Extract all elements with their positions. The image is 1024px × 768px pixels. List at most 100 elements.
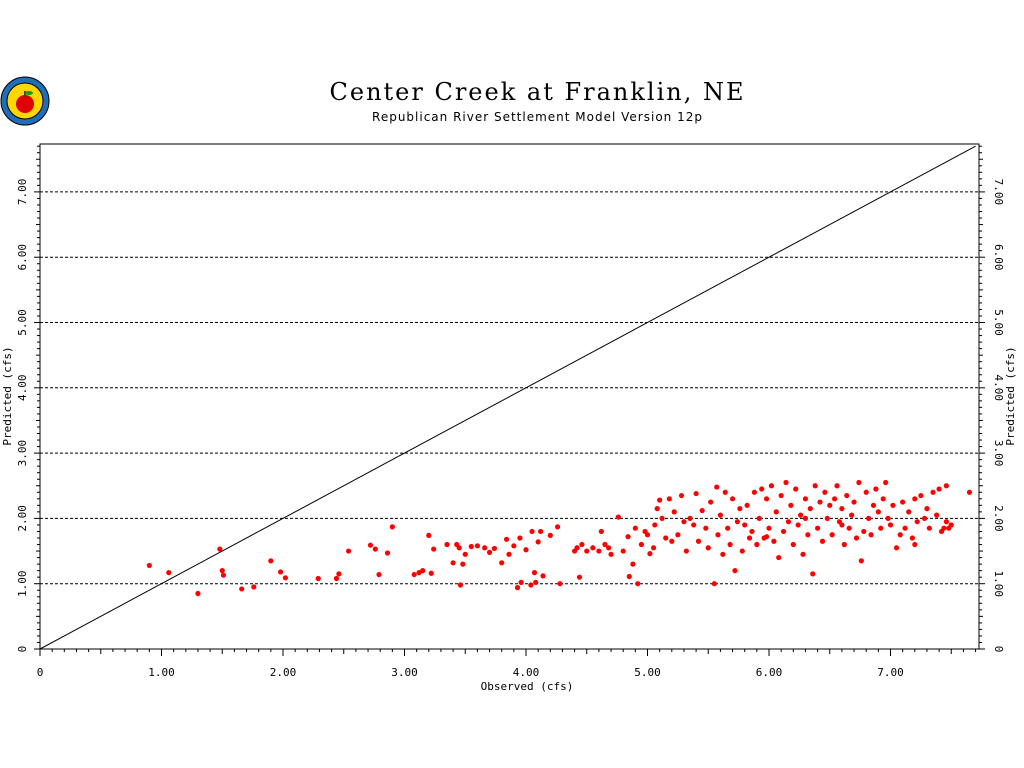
- data-point: [669, 538, 675, 544]
- data-point: [166, 569, 172, 576]
- data-point: [802, 496, 809, 502]
- data-point: [540, 573, 546, 579]
- data-point: [376, 571, 382, 578]
- data-point: [251, 584, 257, 590]
- data-point: [533, 579, 539, 585]
- data-point: [861, 528, 867, 535]
- data-point: [900, 499, 906, 505]
- data-point: [346, 548, 352, 554]
- data-point: [518, 579, 524, 585]
- data-point: [844, 492, 850, 499]
- data-point: [638, 541, 645, 548]
- data-point: [635, 581, 641, 587]
- data-point: [714, 484, 720, 490]
- data-point: [948, 522, 954, 528]
- data-point: [650, 545, 657, 551]
- data-point: [663, 535, 669, 541]
- data-point: [868, 532, 874, 538]
- data-point: [739, 548, 745, 554]
- data-point: [805, 532, 811, 538]
- data-point: [846, 525, 852, 531]
- data-point: [771, 538, 777, 544]
- data-point: [537, 528, 544, 535]
- x-tick-label: 7.00: [877, 666, 904, 679]
- data-point: [943, 519, 949, 525]
- data-point: [778, 492, 784, 499]
- data-point: [678, 492, 685, 499]
- data-point: [499, 560, 505, 566]
- y-tick-label-right: 3.00: [992, 440, 1005, 467]
- y-tick-label-left: 5.00: [16, 309, 29, 336]
- data-point: [856, 479, 862, 486]
- data-point: [866, 515, 872, 522]
- data-point: [681, 519, 687, 525]
- data-point: [880, 496, 886, 502]
- x-tick-label: 6.00: [756, 666, 783, 679]
- data-point: [705, 545, 711, 551]
- data-point: [858, 558, 864, 564]
- data-point: [849, 512, 855, 518]
- y-tick-label-right: 0: [992, 646, 1005, 653]
- data-point: [943, 483, 949, 489]
- data-point: [514, 585, 521, 591]
- data-point: [780, 528, 787, 535]
- x-axis-label: Observed (cfs): [481, 680, 574, 693]
- data-point: [654, 506, 660, 512]
- data-point: [384, 550, 391, 556]
- data-point: [529, 528, 535, 535]
- data-point: [783, 479, 789, 486]
- data-point: [824, 515, 830, 522]
- data-point: [885, 515, 891, 522]
- data-point: [936, 486, 942, 492]
- data-point: [817, 499, 823, 505]
- data-point: [557, 581, 563, 587]
- data-point: [547, 532, 553, 538]
- data-point: [827, 502, 833, 508]
- data-point: [839, 522, 845, 528]
- data-point: [924, 506, 930, 512]
- tick-labels: 0 1.00 2.00 3.00 4.00 5.00 6.00 7.00 0 0 1.00 1.00 2…: [16, 179, 1005, 679]
- data-point: [797, 512, 804, 518]
- data-point: [785, 519, 792, 525]
- y-axis-label-right: Predicted (cfs): [1004, 346, 1017, 445]
- data-point: [788, 502, 794, 508]
- data-point: [732, 568, 738, 574]
- data-point: [647, 551, 653, 557]
- data-point: [491, 545, 498, 552]
- data-point: [887, 522, 894, 528]
- data-point: [671, 509, 677, 515]
- data-point: [839, 506, 845, 512]
- data-point: [819, 538, 826, 544]
- data-point: [926, 525, 932, 531]
- data-point: [625, 534, 631, 540]
- data-point: [659, 515, 665, 522]
- chart-subtitle: Republican River Settlement Model Versio…: [372, 110, 703, 124]
- data-point: [277, 569, 284, 575]
- data-point: [918, 492, 924, 499]
- data-point: [834, 483, 840, 489]
- data-point: [914, 519, 920, 525]
- data-point: [941, 525, 947, 531]
- y-tick-label-left: 3.00: [16, 440, 29, 467]
- data-point: [744, 502, 750, 508]
- data-point: [486, 549, 493, 555]
- data-point: [812, 483, 818, 489]
- y-tick-label-right: 4.00: [992, 375, 1005, 402]
- data-point: [853, 535, 860, 541]
- data-point: [644, 532, 651, 538]
- data-point: [912, 541, 918, 548]
- data-point: [146, 562, 152, 569]
- data-point: [602, 541, 608, 548]
- data-point: [711, 581, 717, 587]
- data-point: [749, 528, 755, 535]
- data-point: [598, 528, 604, 535]
- plot-frame: [39, 143, 980, 650]
- data-point: [890, 502, 896, 508]
- data-point: [695, 538, 702, 544]
- data-point: [795, 522, 801, 528]
- y-tick-label-left: 7.00: [16, 179, 29, 206]
- data-points: [146, 479, 973, 597]
- x-tick-label: 2.00: [270, 666, 297, 679]
- data-point: [790, 541, 796, 548]
- data-point: [763, 496, 770, 502]
